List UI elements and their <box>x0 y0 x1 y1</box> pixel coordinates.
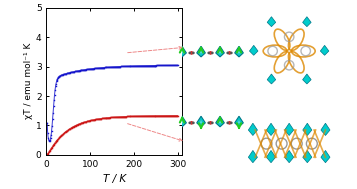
Polygon shape <box>199 120 203 124</box>
X-axis label: T / K: T / K <box>103 174 126 184</box>
Polygon shape <box>285 150 294 163</box>
Circle shape <box>228 52 231 54</box>
Circle shape <box>210 52 212 54</box>
Circle shape <box>208 122 209 124</box>
Circle shape <box>210 122 212 124</box>
Polygon shape <box>266 150 276 163</box>
Circle shape <box>208 52 209 54</box>
Circle shape <box>193 52 194 54</box>
Polygon shape <box>197 116 205 127</box>
Polygon shape <box>266 123 276 136</box>
Circle shape <box>193 122 194 124</box>
Polygon shape <box>197 46 205 57</box>
Polygon shape <box>248 150 257 163</box>
Polygon shape <box>218 50 222 54</box>
Polygon shape <box>178 116 186 127</box>
Polygon shape <box>267 17 276 27</box>
Polygon shape <box>180 120 184 124</box>
Polygon shape <box>199 50 203 54</box>
Polygon shape <box>303 123 312 136</box>
Circle shape <box>190 122 193 124</box>
Circle shape <box>190 52 193 54</box>
Polygon shape <box>250 45 258 55</box>
Polygon shape <box>216 46 224 57</box>
Polygon shape <box>180 50 184 54</box>
Polygon shape <box>267 74 276 84</box>
Polygon shape <box>235 116 243 127</box>
Polygon shape <box>216 116 224 127</box>
Polygon shape <box>178 46 186 57</box>
Polygon shape <box>321 150 330 163</box>
Polygon shape <box>237 120 241 124</box>
Polygon shape <box>248 123 257 136</box>
Circle shape <box>189 52 190 54</box>
Polygon shape <box>218 120 222 124</box>
Circle shape <box>228 122 231 124</box>
Circle shape <box>231 52 232 54</box>
Circle shape <box>227 52 228 54</box>
Circle shape <box>212 52 213 54</box>
Y-axis label: χT / emu mol⁻¹ K: χT / emu mol⁻¹ K <box>24 43 33 119</box>
Polygon shape <box>235 46 243 57</box>
Circle shape <box>231 122 232 124</box>
Circle shape <box>189 122 190 124</box>
Polygon shape <box>285 123 294 136</box>
Circle shape <box>227 122 228 124</box>
Polygon shape <box>303 17 311 27</box>
Polygon shape <box>320 45 329 55</box>
Polygon shape <box>303 74 311 84</box>
Circle shape <box>212 122 213 124</box>
Polygon shape <box>303 150 312 163</box>
Polygon shape <box>237 50 241 54</box>
Polygon shape <box>321 123 330 136</box>
